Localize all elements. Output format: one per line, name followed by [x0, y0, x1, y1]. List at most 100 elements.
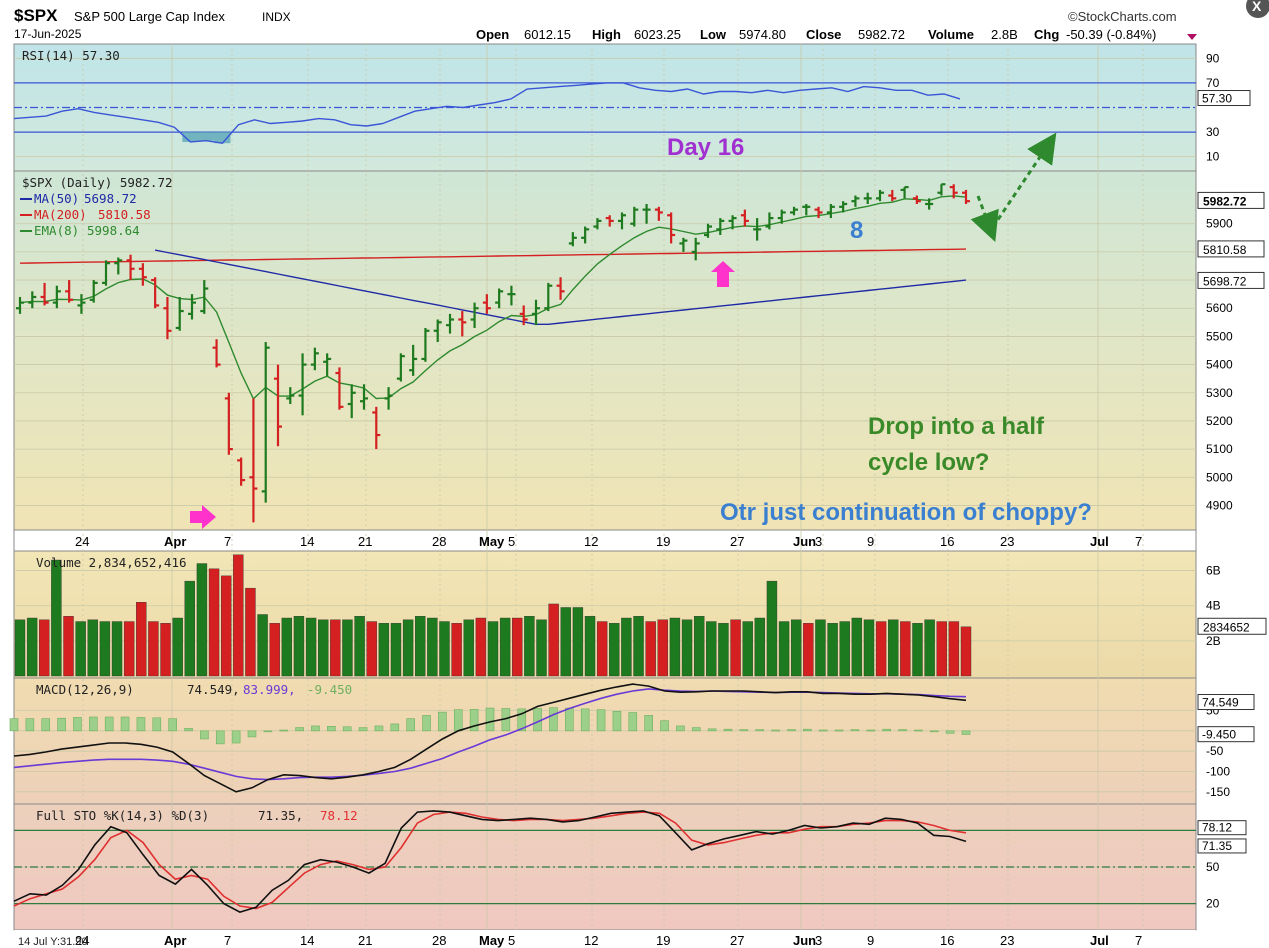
- volume-bar: [499, 617, 511, 677]
- volume-bar: [160, 623, 171, 677]
- price-y-tick-label: 5300: [1206, 386, 1233, 400]
- volume-bar: [208, 568, 220, 677]
- macd-histogram-bar: [707, 728, 717, 732]
- volume-bar: [51, 559, 62, 677]
- x-tick-label: 14: [300, 534, 314, 549]
- volume-bar: [99, 621, 111, 677]
- volume-bar: [63, 616, 74, 677]
- sto-k-line: [13, 810, 967, 913]
- macd-histogram-bar: [453, 709, 463, 732]
- volume-bar: [839, 621, 850, 677]
- macd-histogram-bar: [914, 729, 923, 732]
- volume-bar: [402, 619, 414, 677]
- volume-bar: [572, 607, 584, 677]
- macd-histogram-bar: [390, 723, 400, 732]
- x-tick-label: 27: [730, 534, 744, 549]
- macd-histogram-bar: [342, 726, 352, 732]
- sto-tag: [1197, 838, 1247, 854]
- ohlc-bar: [65, 280, 74, 303]
- ohlc-bar: [826, 203, 835, 219]
- price-tag: [1197, 240, 1265, 258]
- macd-histogram-bar: [945, 730, 955, 734]
- low-label: Low: [700, 27, 727, 42]
- ohlc-bar: [224, 392, 233, 455]
- date-axis-strip: [13, 529, 1197, 552]
- macd-histogram-bar: [691, 727, 701, 732]
- close-icon: X: [1252, 0, 1262, 14]
- chg-value: -50.39 (-0.84%): [1066, 27, 1156, 42]
- x-tick-label: Jun: [793, 534, 816, 549]
- x-tick-label-bottom: Jun: [793, 933, 816, 948]
- macd-histogram-bar: [311, 725, 320, 732]
- sto-y-tick-label: 20: [1206, 897, 1220, 911]
- volume-bar: [463, 619, 474, 677]
- x-tick-label: 28: [432, 534, 446, 549]
- close-chart-button[interactable]: X: [1246, 0, 1269, 18]
- x-tick-label-bottom: 14: [300, 933, 314, 948]
- x-tick-label-bottom: 24: [75, 933, 89, 948]
- macd-histogram-bar: [215, 730, 225, 745]
- volume-bar: [75, 621, 86, 677]
- volume-bar: [681, 619, 693, 677]
- macd-histogram-bar: [549, 707, 558, 732]
- volume-bar: [330, 619, 341, 677]
- ohlc-bar: [519, 305, 528, 326]
- ohlc-bar: [409, 344, 418, 376]
- x-tick-label-bottom: 21: [358, 933, 372, 948]
- ohlc-bar: [753, 218, 762, 241]
- ohlc-bar: [212, 339, 221, 368]
- volume-bar: [803, 623, 814, 677]
- rsi-y-tick-label: 90: [1206, 51, 1220, 65]
- macd-histogram-bar: [279, 729, 289, 732]
- macd-histogram-bar: [834, 729, 844, 732]
- ohlc-bar: [593, 218, 602, 230]
- ohlc-bar: [962, 189, 970, 204]
- price-y-tick-label: 5000: [1206, 470, 1233, 484]
- macd-histogram-bar: [755, 729, 765, 732]
- sto-tag-label: 78.12: [1202, 821, 1232, 835]
- volume-bar: [730, 619, 741, 677]
- x-tick-label: 24: [75, 534, 89, 549]
- macd-histogram-bar: [644, 715, 653, 732]
- price-y-tick-label: 5600: [1206, 301, 1233, 315]
- x-tick-label-bottom: 28: [432, 933, 446, 948]
- rsi-legend: RSI(14) 57.30: [22, 48, 120, 63]
- volume-bar: [924, 619, 935, 677]
- volume-bar: [888, 619, 899, 677]
- ohlc-bar: [937, 183, 946, 196]
- ema8-line: [19, 195, 967, 400]
- sto-tag: [1197, 820, 1247, 836]
- ohlc-bar: [679, 237, 688, 252]
- macd-histogram-bar: [565, 707, 574, 732]
- macd-histogram-bar: [168, 718, 177, 732]
- macd-histogram-bar: [580, 708, 590, 732]
- ohlc-bar: [839, 201, 848, 213]
- price-tag-label: 5698.72: [1203, 274, 1247, 288]
- volume-bar: [584, 616, 596, 677]
- macd-histogram-bar: [485, 707, 495, 732]
- ohlc-bar: [925, 198, 934, 210]
- macd-tag: [1197, 726, 1255, 743]
- x-tick-label-bottom: 3: [815, 933, 822, 948]
- ohlc-bar: [740, 209, 749, 227]
- ohlc-bar: [188, 294, 196, 320]
- volume-bar: [281, 617, 293, 677]
- volume-bar: [415, 616, 426, 677]
- price-y-tick-label: 5500: [1206, 329, 1233, 343]
- macd-histogram-bar: [803, 728, 812, 732]
- macd-hist-legend-value: -9.450: [307, 682, 352, 697]
- ohlc-bar: [163, 296, 172, 340]
- macd-histogram-bar: [231, 730, 241, 744]
- volume-bar: [390, 623, 402, 677]
- volume-bar: [451, 623, 462, 677]
- macd-histogram-bar: [200, 730, 209, 740]
- volume-bar: [912, 623, 923, 677]
- x-tick-label: May: [479, 534, 505, 549]
- volume-bar: [742, 621, 753, 677]
- ohlc-bar: [360, 384, 368, 410]
- volume-tag-label: 2834652: [1203, 620, 1250, 634]
- plots: [9, 82, 1196, 913]
- ma-legend: MA(50) 5698.72 MA(200) 5810.58 EMA(8) 59…: [20, 191, 151, 238]
- axes: 2424AprApr77141421212828MayMay5512121919…: [75, 51, 1267, 948]
